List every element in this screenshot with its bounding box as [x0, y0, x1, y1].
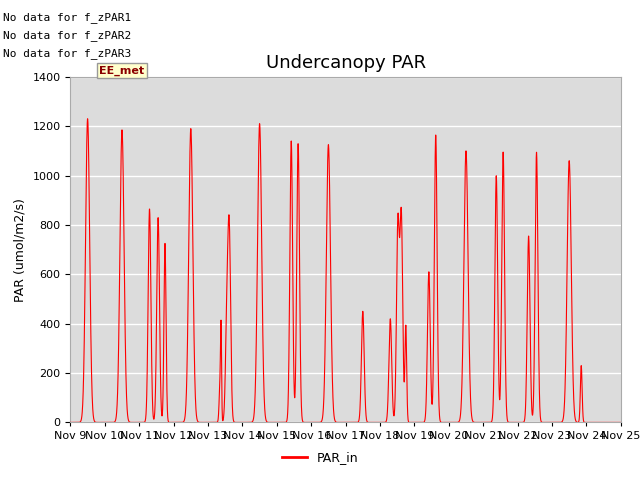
Text: No data for f_zPAR3: No data for f_zPAR3 [3, 48, 131, 60]
Title: Undercanopy PAR: Undercanopy PAR [266, 54, 426, 72]
Text: No data for f_zPAR2: No data for f_zPAR2 [3, 30, 131, 41]
Legend: PAR_in: PAR_in [276, 446, 364, 469]
Y-axis label: PAR (umol/m2/s): PAR (umol/m2/s) [14, 198, 27, 301]
Text: No data for f_zPAR1: No data for f_zPAR1 [3, 12, 131, 23]
Text: EE_met: EE_met [99, 65, 145, 76]
